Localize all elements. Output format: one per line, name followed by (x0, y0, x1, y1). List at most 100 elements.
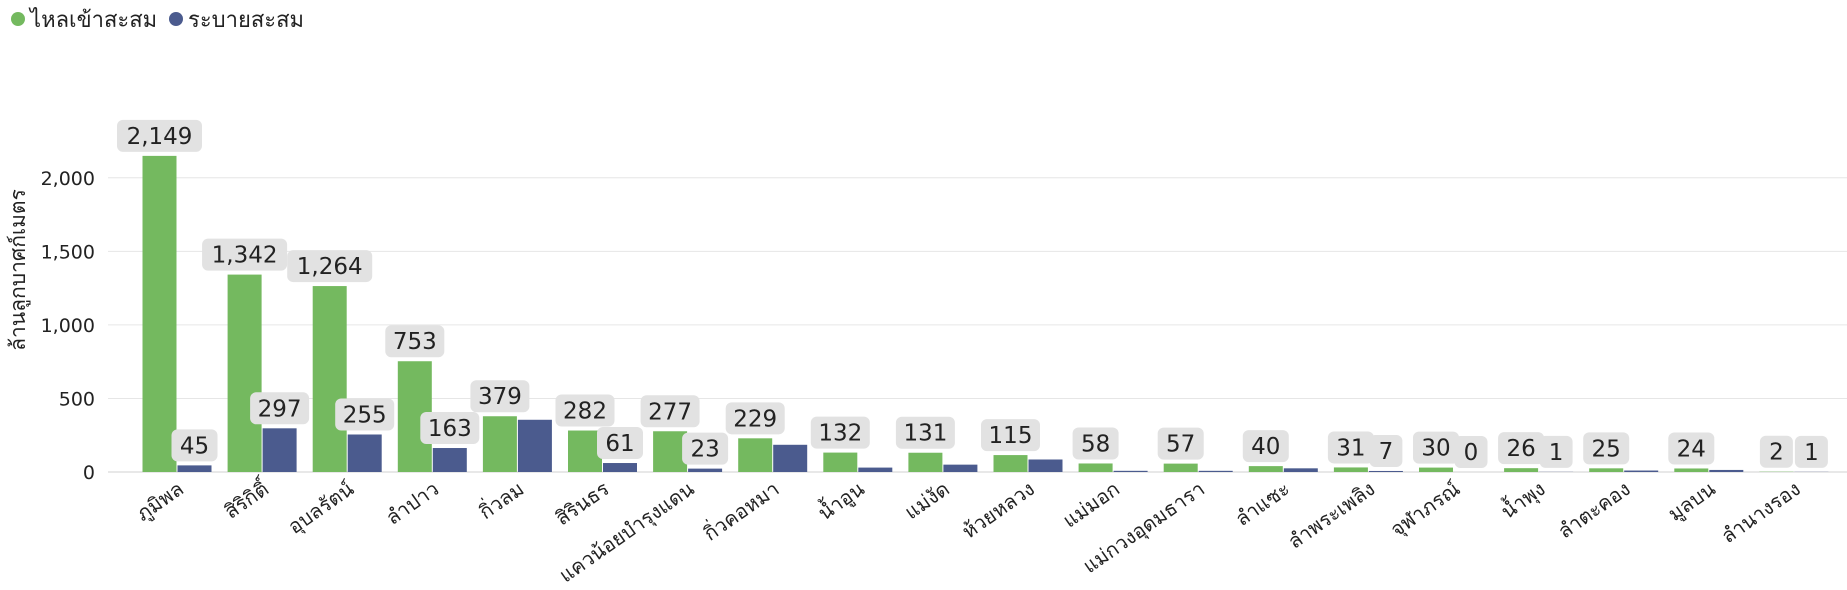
data-label-bg (1583, 432, 1630, 465)
legend: ไหลเข้าสะสม ระบายสะสม (11, 7, 304, 33)
data-label: 30 (1421, 436, 1450, 462)
data-label: 7 (1379, 439, 1394, 465)
data-label: 282 (563, 399, 607, 425)
legend-label-inflow: ไหลเข้าสะสม (28, 7, 157, 33)
data-label-bg (895, 416, 955, 449)
data-label: 229 (733, 406, 777, 432)
data-label: 132 (818, 421, 862, 447)
data-label: 31 (1336, 435, 1365, 461)
data-label-bg (420, 412, 480, 445)
bar-outflow (1368, 470, 1403, 472)
data-label: 61 (605, 431, 634, 457)
bar-inflow (1163, 463, 1198, 472)
data-label-bg (335, 398, 395, 431)
x-category-label: น้ำอูน (812, 475, 869, 526)
data-label: 115 (989, 423, 1033, 449)
data-label-bg (1498, 432, 1545, 465)
y-tick-label: 500 (59, 388, 95, 410)
legend-label-outflow: ระบายสะสม (188, 8, 304, 33)
data-label: 1,264 (297, 254, 363, 280)
bar-inflow (993, 455, 1028, 472)
legend-marker-inflow (11, 12, 25, 26)
x-category-label: จุฬาภรณ์ (1386, 476, 1465, 542)
bar-outflow (773, 444, 808, 472)
data-label-bg (1072, 427, 1119, 460)
bar-inflow (142, 155, 177, 473)
legend-marker-outflow (169, 12, 183, 26)
x-category-label: ลำพระเพลิง (1283, 476, 1379, 553)
data-label-bg (1539, 435, 1573, 468)
data-label: 2,149 (127, 124, 193, 150)
data-label: 58 (1081, 431, 1110, 457)
data-label-bg (250, 392, 310, 425)
data-label: 26 (1506, 436, 1535, 462)
y-axis-title: ล้านลูกบาศก์เมตร (6, 189, 31, 351)
data-label: 163 (428, 416, 472, 442)
data-label: 24 (1677, 436, 1706, 462)
x-category-label: น้ำพุง (1495, 475, 1550, 525)
bar-inflow (1333, 467, 1368, 472)
data-label-bg (1157, 427, 1204, 460)
bar-inflow (227, 274, 262, 472)
bar-outflow (1113, 470, 1148, 472)
data-label-bg (1327, 431, 1374, 464)
x-category-label: สิริกิติ์ (218, 473, 275, 524)
data-label: 23 (690, 437, 719, 463)
x-category-label: ลำตะคอง (1553, 476, 1634, 543)
y-tick-label: 1,500 (41, 241, 95, 263)
data-label-bg (385, 325, 445, 358)
bar-outflow (432, 448, 467, 472)
data-label: 379 (478, 384, 522, 410)
data-label-bg (1413, 431, 1459, 464)
data-label-bg (171, 429, 218, 462)
data-label: 297 (258, 396, 302, 422)
x-category-label: สิรินธร (551, 476, 614, 530)
bar-inflow (1589, 468, 1624, 472)
data-label-bg (470, 380, 530, 413)
bar-outflow (858, 467, 893, 472)
x-category-label: แม่งัด (900, 476, 954, 524)
bar-inflow (653, 431, 688, 472)
bar-inflow (1078, 463, 1113, 472)
data-label-bg (1454, 436, 1488, 468)
data-label: 1,342 (212, 243, 278, 269)
data-label: 57 (1166, 432, 1195, 458)
bar-inflow (568, 430, 602, 472)
data-label-bg (810, 416, 870, 449)
bar-inflow (908, 452, 943, 472)
y-axis-ticks: 0 500 1,000 1,500 2,000 (41, 168, 95, 484)
data-label-bg (1794, 435, 1828, 468)
bar-inflow (738, 438, 773, 472)
x-category-label: แม่มอก (1058, 476, 1124, 532)
bar-outflow (177, 465, 212, 472)
data-label-bg (981, 419, 1040, 452)
bar-inflow (1248, 466, 1283, 472)
x-category-label: อุบลรัตน์ (283, 476, 359, 539)
data-label-bg (117, 119, 202, 152)
x-category-label: ห้วยหลวง (957, 476, 1038, 543)
bar-outflow (517, 419, 552, 472)
bar-inflow (823, 452, 858, 472)
data-label: 1 (1549, 440, 1564, 466)
bar-inflow (1419, 467, 1453, 472)
bar-inflow (1504, 468, 1539, 472)
bar-outflow (943, 464, 978, 472)
bar-outflow (1624, 470, 1659, 472)
data-label-bg (1759, 435, 1793, 468)
data-label-bg (1242, 430, 1289, 463)
y-tick-label: 2,000 (41, 168, 95, 190)
data-label: 2 (1769, 440, 1784, 466)
x-category-label: ลำปาว (381, 476, 443, 529)
data-label: 1 (1804, 440, 1819, 466)
bar-inflow (482, 416, 517, 472)
x-category-label: กิ่วคอหมา (698, 475, 784, 546)
x-category-label: ลำนางรอง (1717, 476, 1805, 548)
bar-inflow (312, 286, 347, 472)
data-label: 45 (180, 433, 209, 459)
bar-outflow (1283, 468, 1318, 472)
data-label: 25 (1592, 436, 1621, 462)
data-label-bg (287, 250, 373, 283)
bar-outflow (1028, 459, 1063, 472)
